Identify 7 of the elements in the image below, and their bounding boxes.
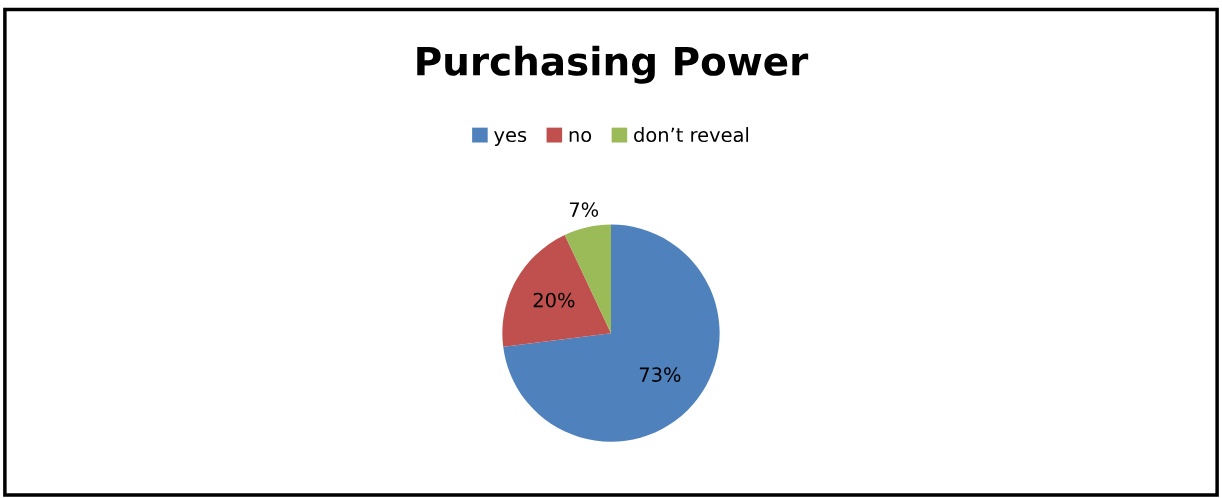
data-label: 20%	[533, 292, 575, 308]
data-label: 7%	[569, 202, 599, 217]
legend-label: don’t reveal	[634, 127, 749, 143]
legend-label: no	[569, 130, 592, 143]
chart-title: Purchasing Power	[417, 45, 809, 84]
legend-label: yes	[494, 130, 527, 146]
data-label: 73%	[639, 367, 681, 382]
